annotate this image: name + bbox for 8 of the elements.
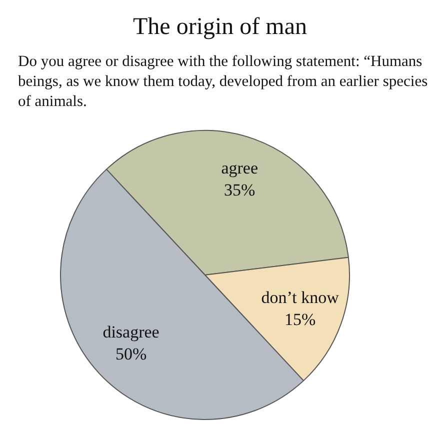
- slice-label: agree: [221, 158, 258, 178]
- data-label: 15%: [284, 310, 316, 330]
- data-label: 35%: [224, 180, 256, 200]
- chart-title: The origin of man: [132, 14, 308, 41]
- data-label: 50%: [115, 344, 147, 364]
- chart-subtitle: Do you agree or disagree with the following statement: “Humans beings, as we know them today, developed from an earlier species of animals.: [18, 52, 428, 112]
- slice-label: disagree: [102, 322, 160, 342]
- slice-label: don’t know: [261, 288, 340, 308]
